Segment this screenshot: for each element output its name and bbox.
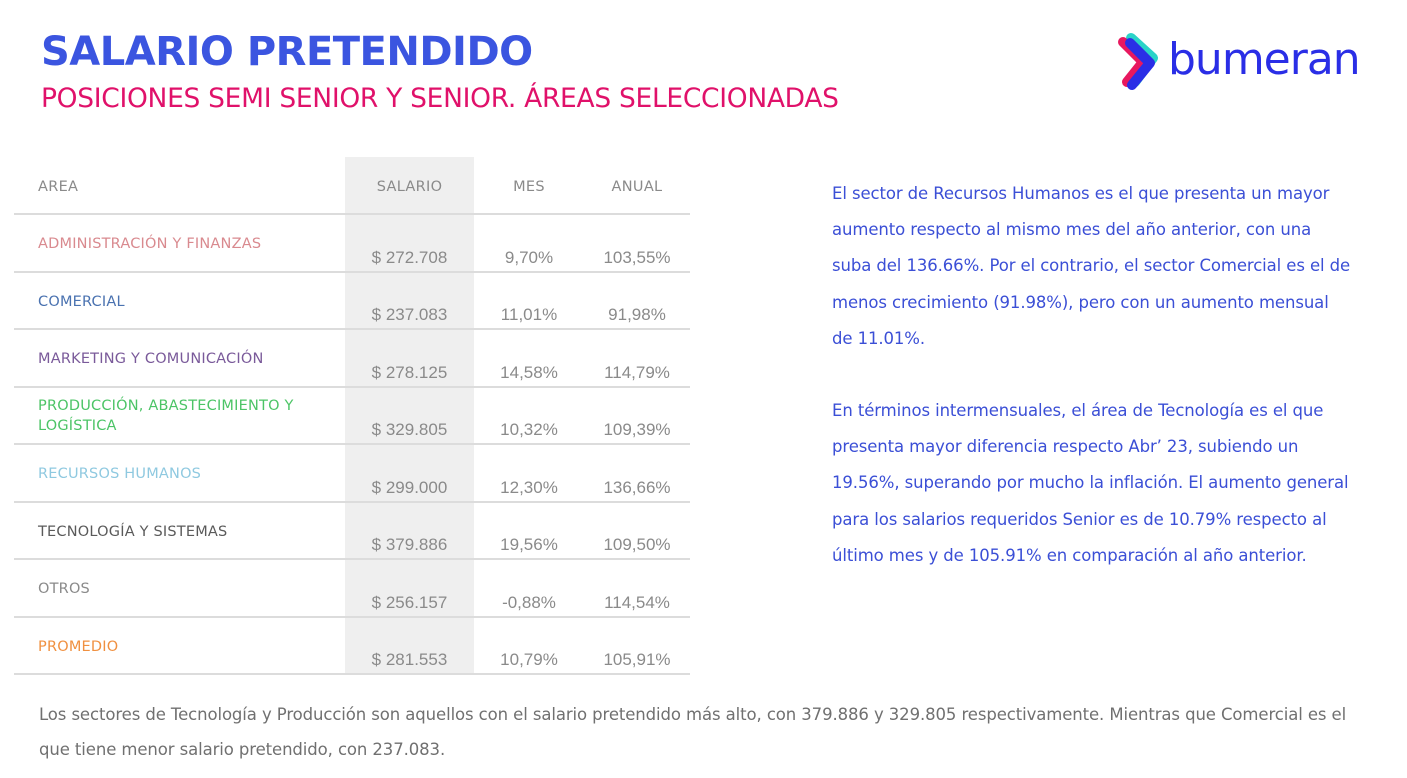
table-row: TECNOLOGÍA Y SISTEMAS $ 379.886 19,56% 1…	[14, 501, 690, 560]
column-header-area: AREA	[14, 157, 345, 215]
anual-cell: 114,54%	[584, 559, 690, 618]
anual-cell: 109,50%	[584, 501, 690, 560]
anual-cell: 109,39%	[584, 386, 690, 445]
commentary-panel: El sector de Recursos Humanos es el que …	[832, 176, 1352, 574]
area-cell: COMERCIAL	[14, 271, 345, 330]
mes-cell: 10,79%	[474, 616, 584, 675]
area-cell: ADMINISTRACIÓN Y FINANZAS	[14, 214, 345, 273]
area-cell: PROMEDIO	[14, 616, 345, 675]
table-header-row: AREA SALARIO MES ANUAL	[14, 157, 690, 215]
bumeran-chevron-icon	[1118, 33, 1158, 90]
mes-cell: -0,88%	[474, 559, 584, 618]
salario-cell: $ 237.083	[345, 271, 474, 330]
area-cell: OTROS	[14, 559, 345, 618]
commentary-paragraph-1: El sector de Recursos Humanos es el que …	[832, 184, 1351, 348]
mes-cell: 10,32%	[474, 386, 584, 445]
salary-table: AREA SALARIO MES ANUAL ADMINISTRACIÓN Y …	[14, 157, 690, 675]
mes-cell: 11,01%	[474, 271, 584, 330]
table-row: COMERCIAL $ 237.083 11,01% 91,98%	[14, 271, 690, 330]
table-row: PRODUCCIÓN, ABASTECIMIENTO Y LOGÍSTICA $…	[14, 386, 690, 445]
salario-cell: $ 379.886	[345, 501, 474, 560]
anual-cell: 105,91%	[584, 616, 690, 675]
table-row: RECURSOS HUMANOS $ 299.000 12,30% 136,66…	[14, 444, 690, 503]
mes-cell: 19,56%	[474, 501, 584, 560]
table-row-average: PROMEDIO $ 281.553 10,79% 105,91%	[14, 616, 690, 675]
commentary-paragraph-2: En términos intermensuales, el área de T…	[832, 401, 1349, 565]
salario-cell: $ 281.553	[345, 616, 474, 675]
salario-cell: $ 278.125	[345, 329, 474, 388]
column-header-salario: SALARIO	[345, 157, 474, 215]
area-cell: TECNOLOGÍA Y SISTEMAS	[14, 501, 345, 560]
logo-text: bumeran	[1168, 34, 1361, 85]
area-cell: MARKETING Y COMUNICACIÓN	[14, 329, 345, 388]
mes-cell: 9,70%	[474, 214, 584, 273]
salario-cell: $ 272.708	[345, 214, 474, 273]
anual-cell: 91,98%	[584, 271, 690, 330]
area-cell: RECURSOS HUMANOS	[14, 444, 345, 503]
anual-cell: 114,79%	[584, 329, 690, 388]
footer-summary: Los sectores de Tecnología y Producción …	[39, 705, 1347, 759]
salario-cell: $ 256.157	[345, 559, 474, 618]
table-row: OTROS $ 256.157 -0,88% 114,54%	[14, 559, 690, 618]
anual-cell: 136,66%	[584, 444, 690, 503]
bumeran-logo: bumeran	[1118, 30, 1393, 94]
page-title: SALARIO PRETENDIDO	[41, 29, 533, 75]
column-header-mes: MES	[474, 157, 584, 215]
mes-cell: 14,58%	[474, 329, 584, 388]
page-subtitle: POSICIONES SEMI SENIOR Y SENIOR. ÁREAS S…	[41, 83, 839, 114]
column-header-anual: ANUAL	[584, 157, 690, 215]
mes-cell: 12,30%	[474, 444, 584, 503]
table-row: MARKETING Y COMUNICACIÓN $ 278.125 14,58…	[14, 329, 690, 388]
anual-cell: 103,55%	[584, 214, 690, 273]
area-cell: PRODUCCIÓN, ABASTECIMIENTO Y LOGÍSTICA	[14, 386, 345, 445]
table-row: ADMINISTRACIÓN Y FINANZAS $ 272.708 9,70…	[14, 214, 690, 273]
salary-table-container: AREA SALARIO MES ANUAL ADMINISTRACIÓN Y …	[14, 157, 690, 675]
salario-cell: $ 299.000	[345, 444, 474, 503]
salario-cell: $ 329.805	[345, 386, 474, 445]
